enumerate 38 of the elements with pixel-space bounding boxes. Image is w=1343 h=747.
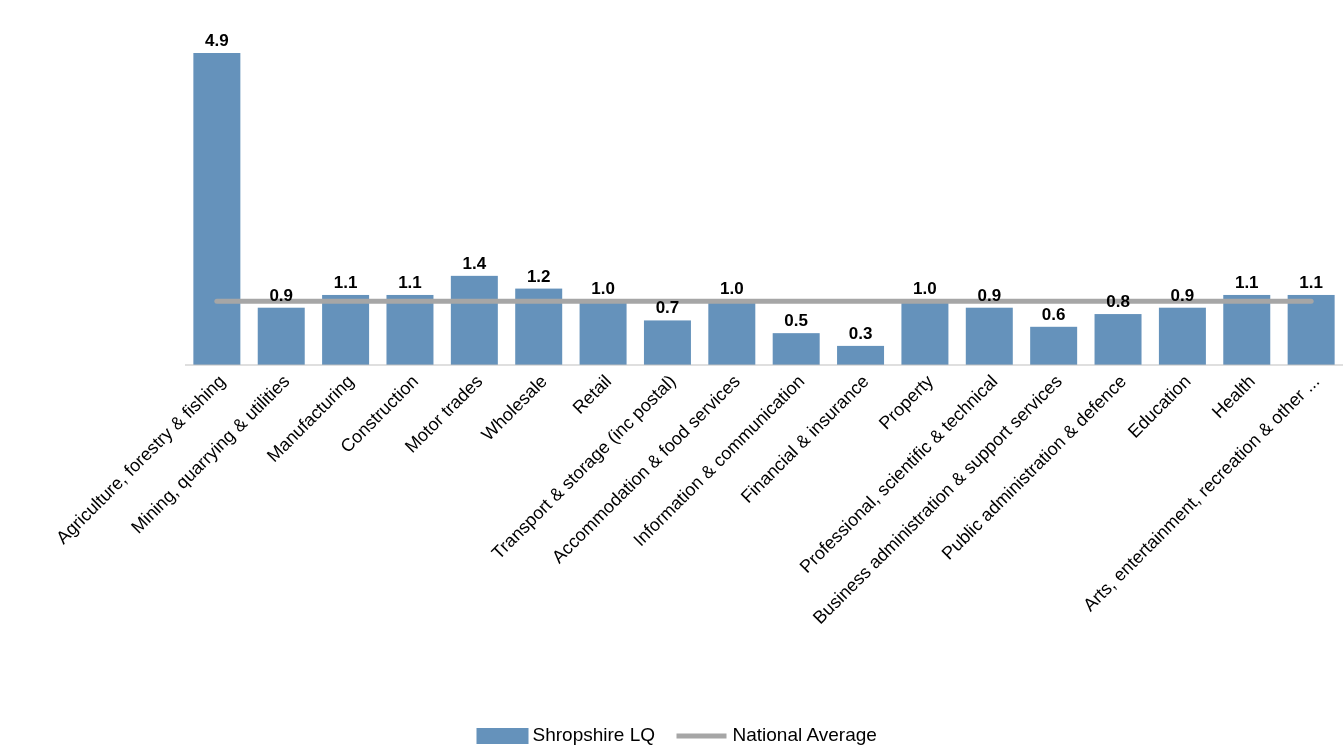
bar [579, 301, 627, 365]
data-label: 0.8 [1106, 292, 1130, 312]
data-label: 1.0 [720, 279, 744, 299]
data-label: 1.2 [526, 266, 551, 286]
legend-label: National Average [732, 724, 877, 746]
bar [450, 275, 498, 365]
bar [515, 288, 563, 365]
data-label: 0.9 [1170, 285, 1195, 305]
bar [965, 307, 1013, 365]
data-label: 0.6 [1041, 304, 1066, 324]
data-label: 0.9 [977, 285, 1002, 305]
bar [322, 294, 370, 365]
bar [193, 53, 241, 365]
data-label: 1.1 [1234, 272, 1259, 292]
data-label: 1.1 [398, 272, 422, 292]
bar [901, 301, 949, 365]
data-label: 1.0 [913, 279, 937, 299]
bar [1158, 307, 1206, 365]
data-label: 0.9 [269, 285, 294, 305]
bar [643, 320, 691, 365]
data-label: 1.1 [333, 272, 358, 292]
legend-label: Shropshire LQ [532, 724, 656, 746]
data-label: 0.7 [655, 298, 680, 318]
bar [772, 333, 820, 365]
data-label: 1.0 [591, 279, 615, 299]
bar [837, 345, 885, 365]
bar [1223, 294, 1271, 365]
data-label: 1.4 [462, 253, 487, 273]
bar [1030, 326, 1078, 365]
bar [386, 294, 434, 365]
data-label: 0.5 [784, 311, 808, 331]
bar [708, 301, 756, 365]
bar [1094, 314, 1142, 365]
data-label: 1.1 [1299, 272, 1323, 292]
data-label: 4.9 [205, 31, 229, 50]
bar [257, 307, 305, 365]
bar [1287, 294, 1335, 365]
data-label: 0.3 [848, 323, 873, 343]
